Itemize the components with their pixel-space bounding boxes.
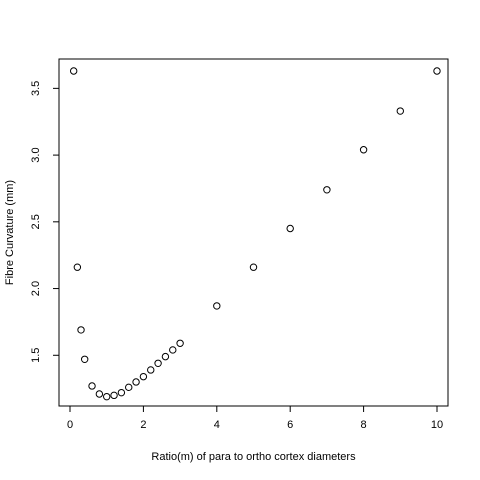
data-point — [132, 378, 140, 386]
data-point — [161, 352, 170, 361]
data-point — [110, 391, 118, 400]
data-point — [286, 224, 294, 233]
x-tick-label: 6 — [287, 419, 293, 431]
data-point — [176, 339, 184, 347]
data-point — [396, 107, 404, 115]
x-axis: 0 2 4 6 8 10 — [67, 405, 443, 431]
data-point — [95, 390, 104, 398]
x-tick-label: 2 — [140, 419, 146, 431]
data-point — [249, 263, 258, 271]
y-tick-label: 2.5 — [30, 214, 42, 229]
plot-frame — [58, 58, 449, 407]
data-point — [169, 346, 177, 354]
y-tick-label: 1.5 — [30, 348, 42, 363]
data-point — [359, 146, 368, 154]
y-axis-label: Fibre Curvature (mm) — [4, 180, 16, 285]
data-point — [73, 263, 82, 271]
x-tick-label: 0 — [67, 419, 73, 431]
y-tick-label: 3.0 — [30, 147, 42, 162]
data-point — [103, 392, 111, 401]
data-point — [147, 366, 155, 374]
data-point — [154, 359, 162, 367]
data-point — [117, 388, 126, 397]
data-point — [213, 302, 221, 310]
x-tick-label: 4 — [214, 419, 220, 431]
y-tick-label: 3.5 — [30, 81, 42, 96]
y-tick-label: 2.0 — [30, 281, 42, 296]
x-tick-label: 8 — [361, 419, 367, 431]
data-point — [80, 355, 89, 363]
y-axis: 1.5 2.0 2.5 3.0 3.5 — [30, 81, 60, 363]
x-axis-label: Ratio(m) of para to ortho cortex diamete… — [151, 451, 356, 463]
data-point — [77, 326, 85, 334]
x-tick-label: 10 — [431, 419, 443, 431]
data-points — [69, 67, 441, 401]
data-point — [433, 67, 441, 75]
data-point — [323, 186, 331, 194]
data-point — [88, 382, 96, 390]
data-point — [125, 383, 133, 392]
data-point — [139, 372, 148, 381]
data-point — [69, 67, 78, 75]
